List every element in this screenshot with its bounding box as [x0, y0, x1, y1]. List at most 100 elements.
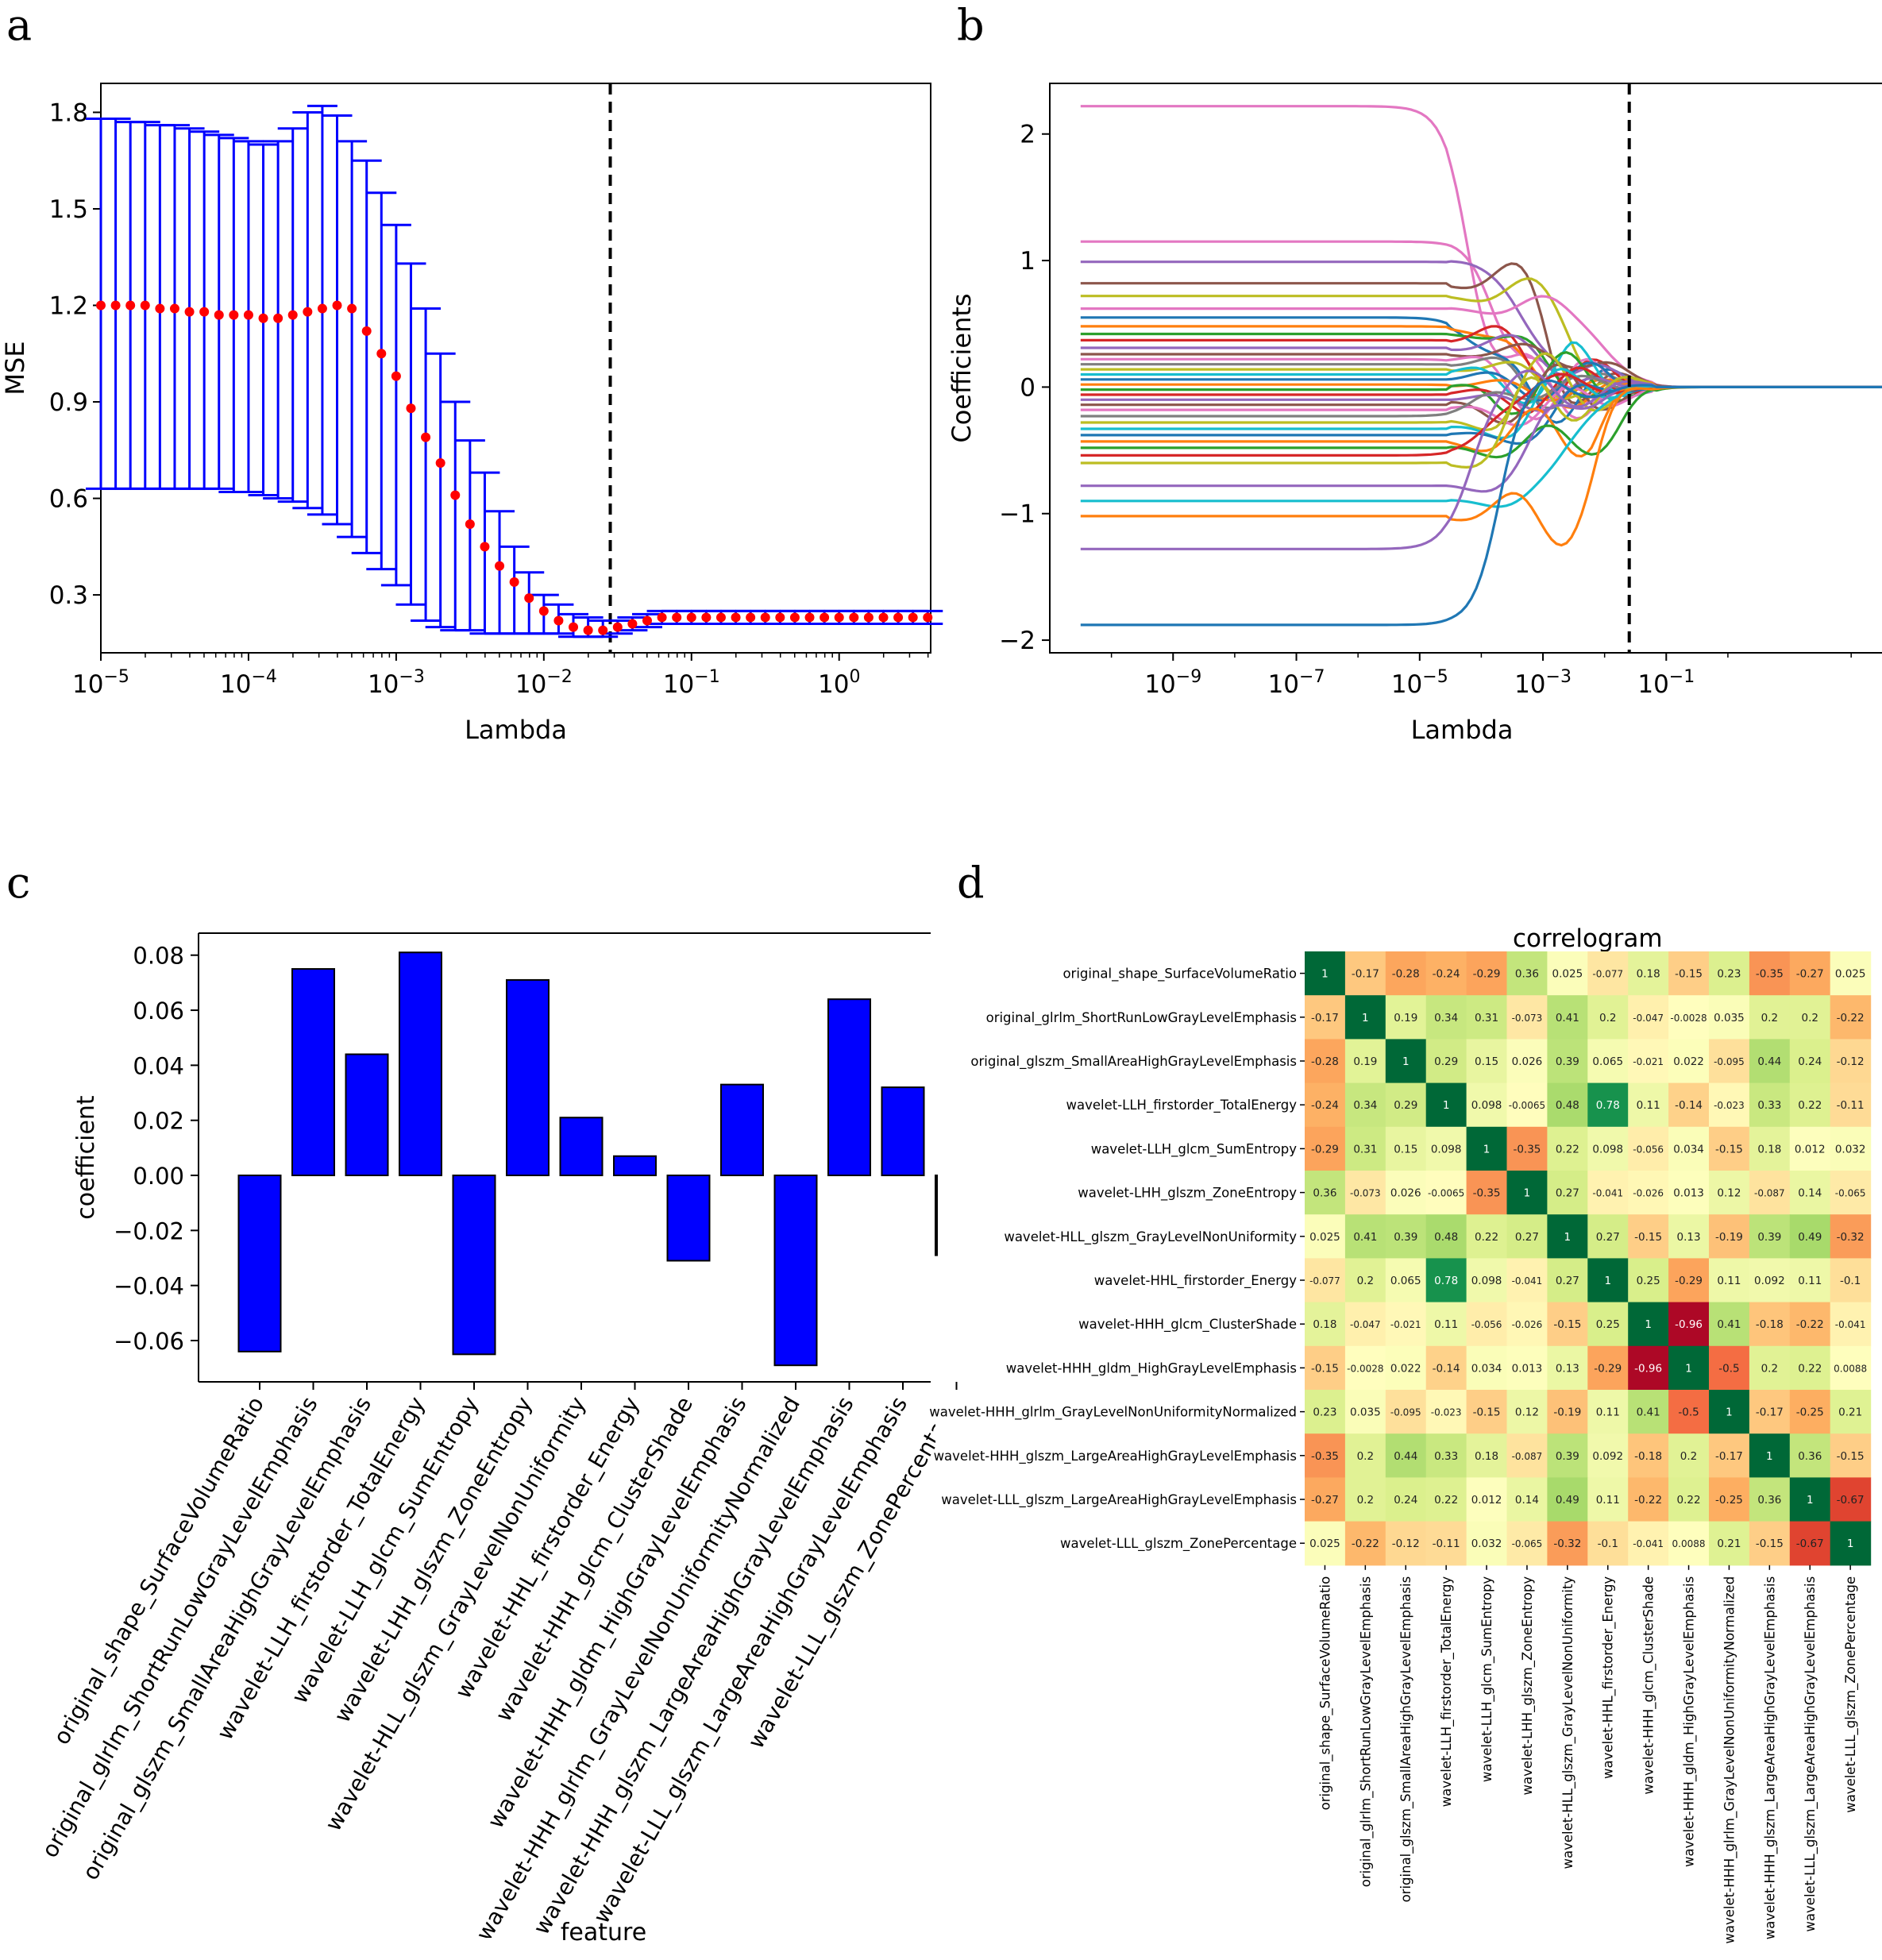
x-tick-label-b-base: 10	[1391, 670, 1422, 699]
heatmap-cell-d	[1547, 1521, 1588, 1566]
mse-point-a	[612, 622, 623, 632]
row-label-d: wavelet-HHH_glrlm_GrayLevelNonUniformity…	[929, 1405, 1297, 1421]
heatmap-value-d: -0.17	[1311, 1012, 1339, 1024]
plot-frame-a	[100, 83, 931, 654]
heatmap-value-d: -0.041	[1592, 1188, 1623, 1199]
mse-point-a	[553, 615, 564, 626]
mse-point-a	[376, 349, 387, 359]
heatmap-value-d: 0.0088	[1672, 1538, 1706, 1549]
heatmap-value-d: 1	[1604, 1275, 1611, 1287]
x-tick-label-a: 10−2	[515, 667, 573, 699]
heatmap-value-d: 0.013	[1673, 1187, 1704, 1200]
heatmap-cell-d	[1385, 1521, 1427, 1566]
heatmap-value-d: 0.065	[1592, 1055, 1623, 1068]
heatmap-cell-d	[1830, 1171, 1872, 1215]
heatmap-value-d: 0.11	[1434, 1318, 1458, 1331]
heatmap-cell-d	[1789, 1214, 1831, 1259]
heatmap-cell-d	[1506, 1521, 1548, 1566]
heatmap-value-d: 1	[1564, 1231, 1572, 1244]
heatmap-cell-d	[1385, 1082, 1427, 1128]
heatmap-cell-d	[1587, 1214, 1629, 1259]
bar-c	[452, 1175, 496, 1356]
heatmap-cell-d	[1305, 1302, 1346, 1347]
chart-a-lasso-mse: 0.30.60.91.21.51.810−5 10−4 10−3 10−2 10−1 10…	[0, 83, 943, 745]
heatmap-cell-d	[1789, 1258, 1831, 1303]
mse-point-a	[199, 307, 210, 317]
mse-point-a	[435, 458, 445, 468]
heatmap-cell-d	[1547, 1039, 1588, 1084]
mse-point-a	[495, 561, 505, 571]
x-tick-label-b-exp: −3	[1546, 667, 1572, 687]
heatmap-value-d: -0.065	[1512, 1538, 1543, 1549]
mse-point-a	[169, 303, 179, 314]
heatmap-value-d: 1	[1443, 1099, 1450, 1112]
col-label-d: wavelet-LLL_glszm_ZonePercentage	[1843, 1576, 1859, 1813]
heatmap-cell-d	[1466, 1214, 1508, 1259]
heatmap-value-d: 0.18	[1757, 1143, 1781, 1156]
heatmap-cell-d	[1305, 1433, 1346, 1478]
heatmap-value-d: -0.095	[1390, 1407, 1421, 1418]
row-label-d: wavelet-HHH_gldm_HighGrayLevelEmphasis	[1006, 1360, 1297, 1376]
heatmap-value-d: 0.33	[1757, 1099, 1781, 1112]
heatmap-value-d: 0.12	[1515, 1406, 1539, 1419]
heatmap-value-d: 0.012	[1471, 1494, 1502, 1507]
heatmap-cell-d	[1830, 1082, 1872, 1128]
heatmap-cell-d	[1628, 1258, 1669, 1303]
heatmap-cell-d	[1344, 1126, 1386, 1171]
y-axis-label-b: Coefficients	[947, 293, 977, 442]
heatmap-value-d: 0.22	[1556, 1143, 1579, 1156]
panel-letter-c: c	[6, 858, 30, 908]
heatmap-cell-d	[1628, 1477, 1669, 1522]
heatmap-cell-d	[1425, 1171, 1467, 1215]
heatmap-cell-d	[1587, 1258, 1629, 1303]
col-label-d: original_glszm_SmallAreaHighGrayLevelEmp…	[1398, 1576, 1414, 1903]
heatmap-cell-d	[1385, 1171, 1427, 1215]
heatmap-cell-d	[1789, 1171, 1831, 1215]
mse-point-a	[820, 612, 830, 623]
heatmap-value-d: 0.41	[1717, 1318, 1741, 1331]
x-tick-label-b: 10−7	[1268, 667, 1325, 699]
heatmap-value-d: -0.026	[1633, 1188, 1664, 1199]
heatmap-cell-d	[1506, 1345, 1548, 1391]
heatmap-cell-d	[1506, 951, 1548, 996]
heatmap-cell-d	[1506, 1214, 1548, 1259]
heatmap-value-d: 0.18	[1475, 1450, 1498, 1463]
heatmap-value-d: 0.49	[1798, 1231, 1822, 1244]
heatmap-cell-d	[1628, 1171, 1669, 1215]
heatmap-value-d: -0.19	[1553, 1406, 1581, 1419]
y-axis-label-c: coefficient	[72, 1095, 100, 1220]
heatmap-value-d: 0.035	[1350, 1406, 1381, 1419]
heatmap-cell-d	[1668, 1082, 1710, 1128]
heatmap-cell-d	[1305, 951, 1346, 996]
mse-point-a	[421, 432, 431, 442]
heatmap-cell-d	[1547, 951, 1588, 996]
chart-c-coefficient-bars: −0.06 −0.04 −0.02 0.00 0.02 0.04 0.06 0.08 origi…	[37, 932, 958, 1946]
heatmap-cell-d	[1344, 1433, 1386, 1478]
heatmap-cell-d	[1628, 1039, 1669, 1084]
heatmap-cell-d	[1628, 951, 1669, 996]
mse-point-a	[258, 313, 268, 323]
heatmap-cell-d	[1830, 1258, 1872, 1303]
row-label-d: original_shape_SurfaceVolumeRatio	[1062, 966, 1297, 982]
heatmap-value-d: -0.22	[1837, 1012, 1865, 1024]
heatmap-cell-d	[1668, 995, 1710, 1040]
heatmap-cell-d	[1749, 1433, 1791, 1478]
heatmap-cell-d	[1749, 1258, 1791, 1303]
y-tick-label-c: −0.04	[114, 1273, 184, 1300]
heatmap-value-d: 0.034	[1471, 1362, 1502, 1375]
heatmap-cell-d	[1385, 1345, 1427, 1391]
x-tick-label-a-exp: −4	[251, 667, 276, 687]
x-tick-label-a-exp: −3	[399, 667, 424, 687]
heatmap-cell-d	[1547, 1345, 1588, 1391]
mse-point-a	[731, 612, 741, 623]
y-tick-label-c: −0.02	[114, 1217, 184, 1244]
heatmap-cell-d	[1749, 1302, 1791, 1347]
heatmap-value-d: -0.96	[1675, 1318, 1703, 1331]
mse-point-a	[834, 612, 844, 623]
row-label-d: original_glrlm_ShortRunLowGrayLevelEmpha…	[986, 1010, 1297, 1026]
mse-point-a	[361, 326, 372, 336]
row-label-d: wavelet-HHH_glszm_LargeAreaHighGrayLevel…	[934, 1449, 1297, 1464]
heatmap-value-d: -0.67	[1837, 1494, 1865, 1507]
heatmap-cell-d	[1789, 1302, 1831, 1347]
panel-letter-d: d	[957, 858, 985, 908]
